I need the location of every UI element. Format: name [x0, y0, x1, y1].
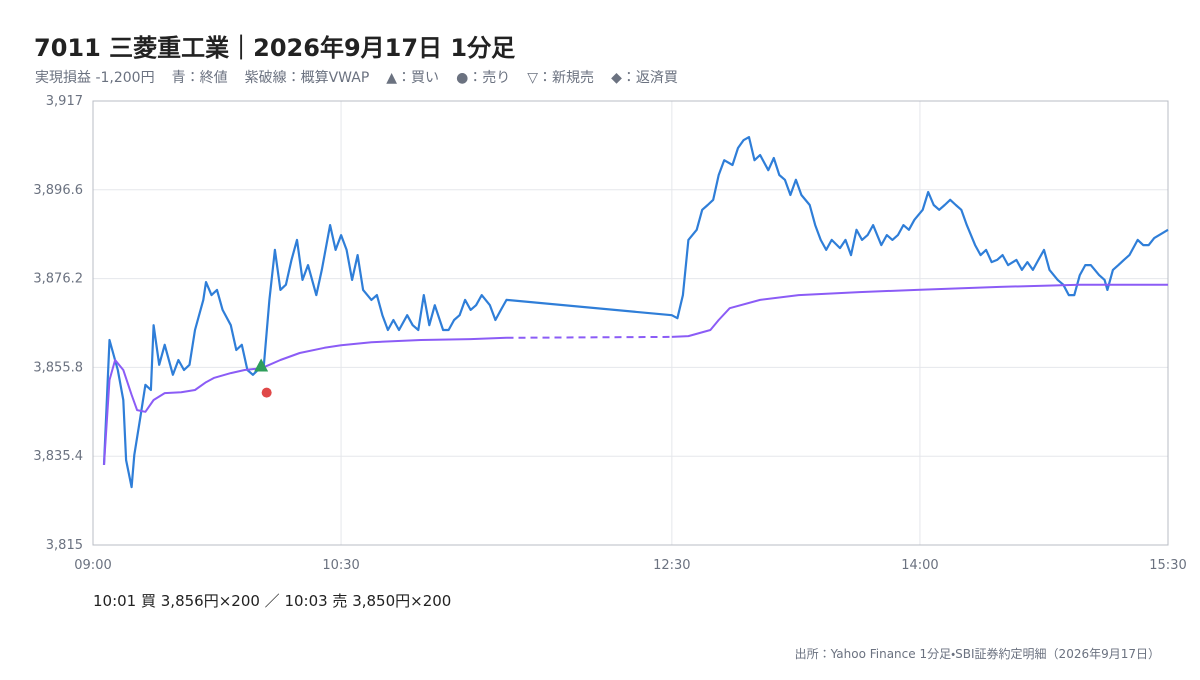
- x-tick-label: 12:30: [653, 558, 690, 573]
- sell-marker: [261, 387, 272, 398]
- legend-entry: 紫破線：概算VWAP: [244, 70, 370, 86]
- x-tick-label: 14:00: [901, 558, 938, 573]
- chart-title: 7011 三菱重工業｜2026年9月17日 1分足: [34, 34, 516, 62]
- x-tick-label: 09:00: [74, 558, 111, 573]
- y-tick-label: 3,815: [46, 538, 83, 553]
- legend-entry: 青：終値: [171, 70, 228, 86]
- x-tick-label: 15:30: [1149, 558, 1186, 573]
- y-tick-label: 3,917: [46, 94, 83, 109]
- pnl: 実現損益 -1,200円: [35, 70, 155, 86]
- legend: 実現損益 -1,200円 青：終値 紫破線：概算VWAP ▲：買い ●：売り ▽：新規売…: [35, 67, 678, 87]
- series-line: [102, 136, 1169, 489]
- legend-entry: ▽：新規売: [527, 70, 595, 86]
- plot-frame: [92, 100, 1169, 546]
- series-line: [103, 336, 507, 465]
- source: 出所：Yahoo Finance 1分足・SBI証券約定明細（2026年9月17…: [794, 647, 1160, 661]
- series-line: [671, 283, 1168, 338]
- x-tick-label: 10:30: [322, 558, 359, 573]
- y-tick-label: 3,835.4: [33, 449, 83, 464]
- buy-marker: [254, 358, 269, 372]
- y-tick-label: 3,876.2: [33, 272, 83, 287]
- legend-entry: ●：売り: [456, 70, 511, 86]
- series-line: [506, 335, 672, 339]
- trade-note: 10:01 買 3,856円×200 ／ 10:03 売 3,850円×200: [93, 592, 452, 610]
- legend-entry: ◆：返済買: [611, 70, 678, 86]
- y-tick-label: 3,855.8: [33, 360, 83, 375]
- y-tick-label: 3,896.6: [33, 183, 83, 198]
- legend-entry: ▲：買い: [386, 70, 440, 86]
